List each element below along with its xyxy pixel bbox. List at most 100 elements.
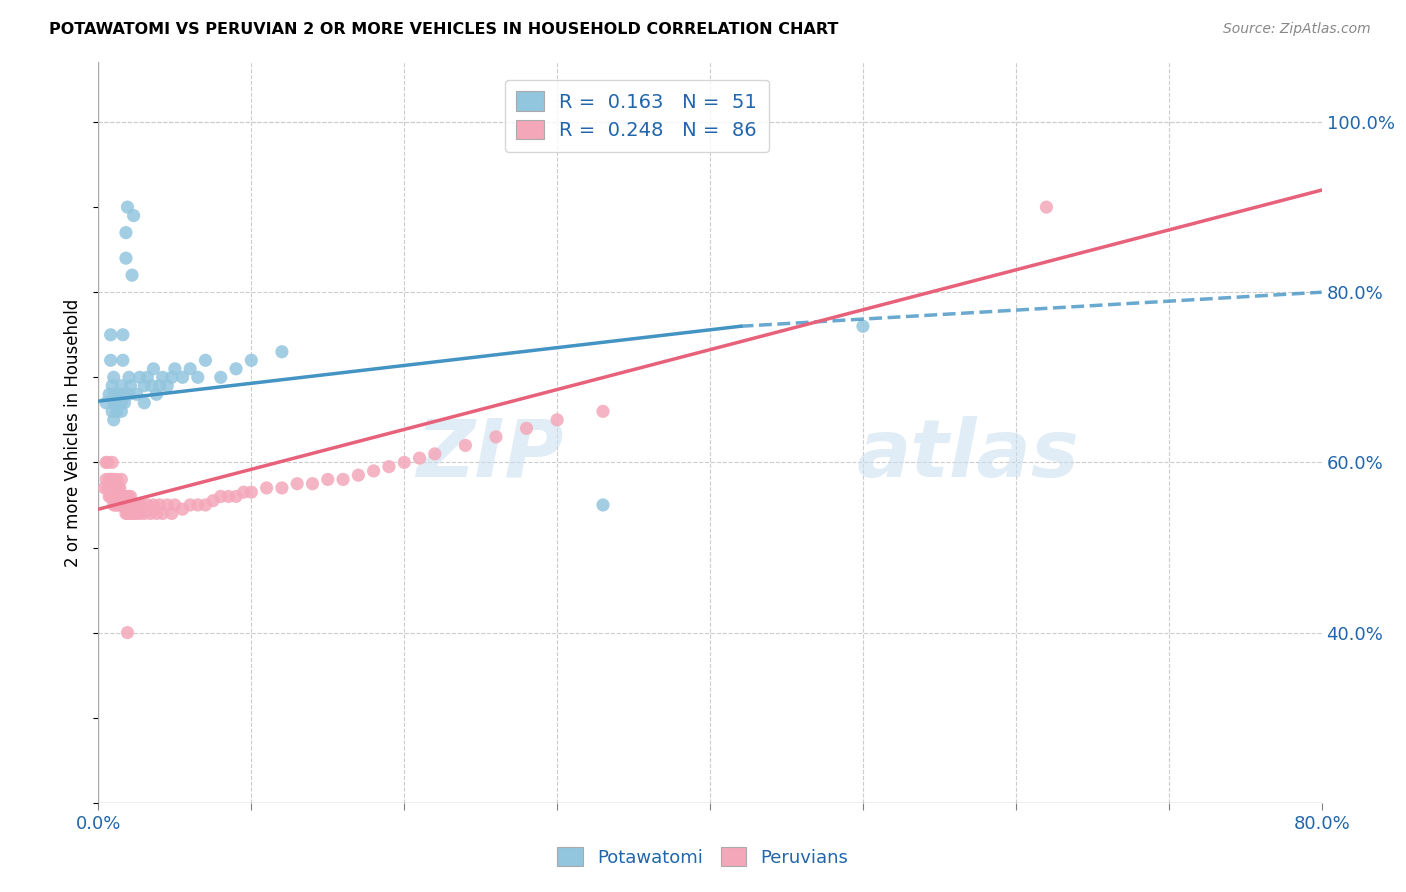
Point bbox=[103, 472, 125, 486]
Point bbox=[117, 490, 139, 504]
Point bbox=[110, 490, 132, 504]
Point bbox=[101, 379, 124, 393]
Point bbox=[187, 498, 209, 512]
Point bbox=[232, 485, 254, 500]
Point bbox=[270, 344, 292, 359]
Point bbox=[98, 490, 121, 504]
Point bbox=[103, 370, 125, 384]
Point bbox=[118, 387, 141, 401]
Point bbox=[94, 455, 117, 469]
Point bbox=[122, 507, 145, 521]
Point bbox=[112, 490, 135, 504]
Point bbox=[378, 459, 401, 474]
Point bbox=[108, 481, 131, 495]
Point bbox=[163, 361, 186, 376]
Point bbox=[124, 498, 146, 512]
Point bbox=[172, 370, 194, 384]
Point bbox=[108, 387, 131, 401]
Point bbox=[156, 379, 179, 393]
Point bbox=[145, 387, 167, 401]
Point bbox=[112, 387, 135, 401]
Point bbox=[149, 379, 172, 393]
Point bbox=[485, 430, 508, 444]
Point bbox=[103, 396, 125, 410]
Point bbox=[103, 498, 125, 512]
Point bbox=[139, 507, 162, 521]
Point bbox=[363, 464, 385, 478]
Point bbox=[94, 396, 117, 410]
Point bbox=[225, 490, 247, 504]
Point bbox=[100, 490, 122, 504]
Legend: R =  0.163   N =  51, R =  0.248   N =  86: R = 0.163 N = 51, R = 0.248 N = 86 bbox=[505, 79, 769, 152]
Point bbox=[128, 370, 150, 384]
Point bbox=[145, 507, 167, 521]
Point bbox=[117, 625, 139, 640]
Text: ZIP: ZIP bbox=[416, 416, 564, 494]
Point bbox=[129, 498, 152, 512]
Point bbox=[142, 498, 165, 512]
Point bbox=[101, 455, 124, 469]
Point bbox=[172, 502, 194, 516]
Point bbox=[408, 451, 430, 466]
Point bbox=[128, 507, 150, 521]
Point bbox=[118, 490, 141, 504]
Point bbox=[127, 498, 149, 512]
Point bbox=[94, 472, 117, 486]
Point bbox=[107, 498, 129, 512]
Point bbox=[121, 498, 143, 512]
Point bbox=[141, 379, 163, 393]
Point bbox=[101, 472, 124, 486]
Point bbox=[100, 472, 122, 486]
Point bbox=[101, 481, 124, 495]
Point bbox=[115, 498, 138, 512]
Point bbox=[240, 353, 263, 368]
Point bbox=[194, 498, 217, 512]
Point bbox=[98, 387, 121, 401]
Point bbox=[270, 481, 292, 495]
Point bbox=[111, 353, 134, 368]
Point bbox=[240, 485, 263, 500]
Point bbox=[111, 498, 134, 512]
Point bbox=[100, 353, 122, 368]
Legend: Potawatomi, Peruvians: Potawatomi, Peruvians bbox=[550, 840, 856, 874]
Point bbox=[100, 327, 122, 342]
Point bbox=[134, 396, 156, 410]
Point bbox=[163, 498, 186, 512]
Point bbox=[217, 490, 239, 504]
Point bbox=[332, 472, 354, 486]
Point bbox=[105, 498, 128, 512]
Point bbox=[120, 507, 142, 521]
Point bbox=[115, 507, 138, 521]
Point bbox=[110, 472, 132, 486]
Point bbox=[108, 498, 131, 512]
Point bbox=[160, 370, 183, 384]
Point bbox=[112, 396, 135, 410]
Point bbox=[202, 493, 225, 508]
Point bbox=[160, 507, 183, 521]
Y-axis label: 2 or more Vehicles in Household: 2 or more Vehicles in Household bbox=[65, 299, 83, 566]
Point bbox=[142, 361, 165, 376]
Text: atlas: atlas bbox=[856, 416, 1080, 494]
Point bbox=[98, 472, 121, 486]
Point bbox=[103, 413, 125, 427]
Point bbox=[546, 413, 568, 427]
Point bbox=[105, 404, 128, 418]
Point bbox=[136, 498, 159, 512]
Point bbox=[111, 490, 134, 504]
Point bbox=[110, 379, 132, 393]
Point bbox=[125, 387, 148, 401]
Point bbox=[225, 361, 247, 376]
Point bbox=[118, 507, 141, 521]
Point bbox=[392, 455, 416, 469]
Point bbox=[103, 387, 125, 401]
Point bbox=[179, 498, 201, 512]
Point bbox=[115, 251, 138, 265]
Point bbox=[120, 379, 142, 393]
Point bbox=[103, 490, 125, 504]
Point bbox=[285, 476, 308, 491]
Point bbox=[152, 507, 174, 521]
Point bbox=[136, 370, 159, 384]
Point bbox=[110, 404, 132, 418]
Point bbox=[209, 490, 232, 504]
Point bbox=[134, 379, 156, 393]
